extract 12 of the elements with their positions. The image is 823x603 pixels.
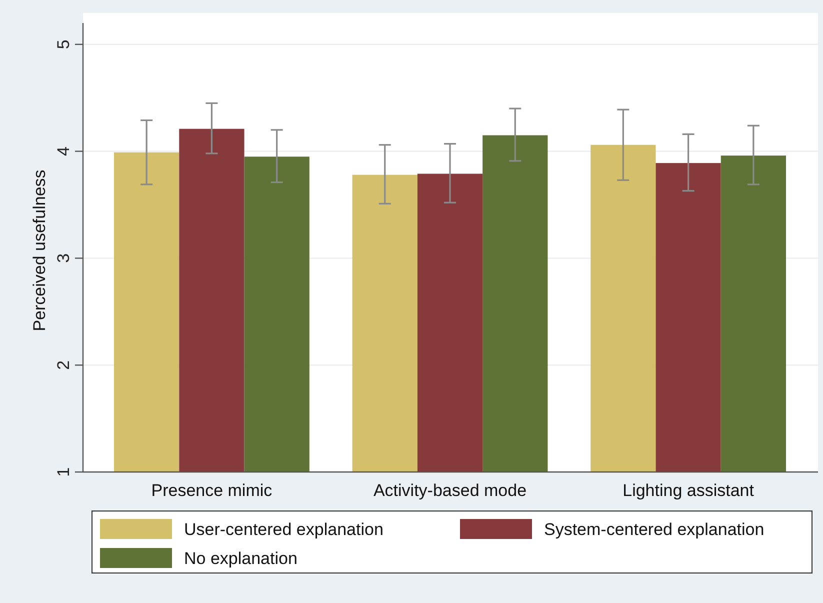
y-tick-label: 2 — [54, 360, 73, 370]
legend-label: No explanation — [184, 549, 298, 568]
y-tick-label: 1 — [54, 467, 73, 477]
legend-label: User-centered explanation — [184, 520, 384, 539]
y-tick-label: 4 — [54, 146, 73, 156]
y-tick-label: 5 — [54, 40, 73, 50]
legend-label: System-centered explanation — [544, 520, 764, 539]
y-tick-label: 3 — [54, 253, 73, 263]
x-tick-label: Lighting assistant — [622, 481, 754, 500]
x-tick-label: Activity-based mode — [373, 481, 527, 500]
x-tick-label: Presence mimic — [151, 481, 273, 500]
y-axis-title: Perceived usefulness — [30, 170, 49, 332]
